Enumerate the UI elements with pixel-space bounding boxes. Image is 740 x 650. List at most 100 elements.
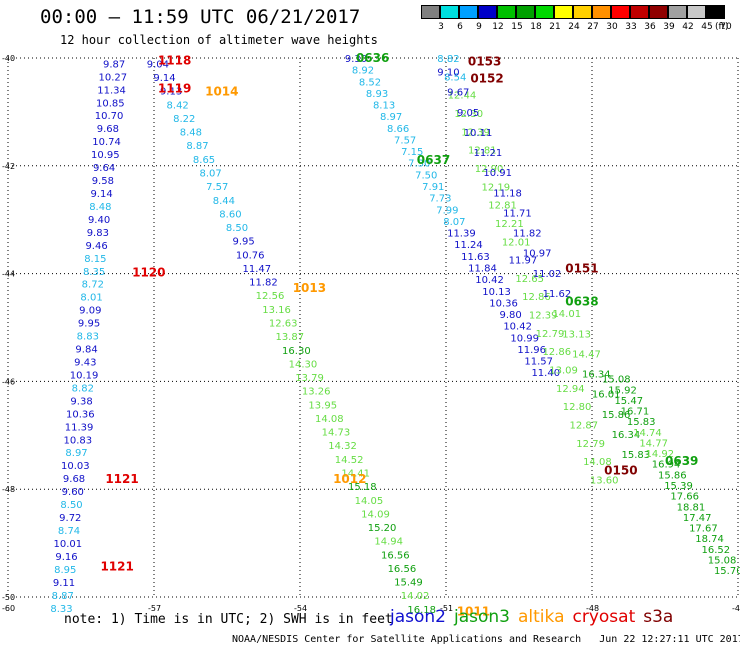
- data-label: 12.21: [495, 219, 524, 230]
- data-label: 11.97: [509, 256, 538, 267]
- data-label: 15.70: [714, 566, 740, 577]
- pass-label: 1121: [100, 560, 133, 574]
- pass-label: 1121: [105, 472, 138, 486]
- color-swatch: [611, 5, 630, 19]
- data-label: 15.18: [348, 482, 377, 493]
- data-label: 8.01: [80, 293, 102, 304]
- data-label: 9.43: [74, 358, 96, 369]
- data-label: 7.99: [436, 205, 458, 216]
- data-label: 13.87: [275, 332, 304, 343]
- data-label: 10.42: [475, 275, 504, 286]
- data-label: 9.64: [93, 163, 115, 174]
- data-label: 15.08: [602, 375, 631, 386]
- data-label: 8.74: [58, 526, 80, 537]
- data-label: 10.70: [95, 111, 124, 122]
- color-scale-label: 33: [625, 22, 637, 32]
- data-label: 9.05: [457, 108, 479, 119]
- color-scale-label: 36: [644, 22, 656, 32]
- data-label: 9.68: [63, 474, 85, 485]
- data-label: 14.32: [328, 441, 357, 452]
- data-label: 8.52: [359, 77, 381, 88]
- data-label: 10.01: [53, 539, 82, 550]
- color-scale-label: 30: [606, 22, 618, 32]
- data-label: 18.81: [677, 502, 706, 513]
- data-label: 8.48: [180, 128, 202, 139]
- color-scale-label: 42: [682, 22, 694, 32]
- data-label: 12.44: [448, 91, 477, 102]
- x-tick-label: -48: [586, 604, 599, 613]
- data-label: 16.18: [407, 605, 436, 616]
- data-label: 7.30: [408, 159, 430, 170]
- data-label: 15.20: [368, 523, 397, 534]
- color-swatch: [687, 5, 706, 19]
- data-label: 15.49: [394, 578, 423, 589]
- data-label: 8.07: [200, 168, 222, 179]
- data-label: 15.08: [708, 555, 737, 566]
- color-swatch: [630, 5, 649, 19]
- data-label: 9.30: [345, 54, 367, 65]
- data-label: 10.99: [510, 333, 539, 344]
- data-label: 16.52: [702, 545, 731, 556]
- data-label: 13.13: [562, 329, 591, 340]
- data-label: 12.90: [475, 164, 504, 175]
- data-label: 13.16: [262, 305, 291, 316]
- x-tick-label: -60: [2, 604, 15, 613]
- data-label: 12.56: [256, 291, 285, 302]
- data-label: 10.19: [70, 370, 99, 381]
- data-label: 9.10: [437, 67, 459, 78]
- pass-label: 0637: [417, 153, 450, 167]
- data-label: 7.15: [401, 147, 423, 158]
- pass-label: 1120: [132, 265, 165, 279]
- data-label: 10.95: [91, 150, 120, 161]
- x-tick-label: -51: [440, 604, 453, 613]
- y-tick-label: -44: [2, 270, 15, 279]
- data-label: 8.72: [82, 280, 104, 291]
- data-label: 8.83: [77, 332, 99, 343]
- data-label: 15.86: [658, 470, 687, 481]
- data-label: 7.50: [415, 170, 437, 181]
- color-scale-label: 12: [492, 22, 504, 32]
- color-scale-label: 15: [511, 22, 523, 32]
- data-label: 14.41: [341, 468, 370, 479]
- data-label: 9.83: [87, 228, 109, 239]
- data-label: 10.13: [482, 287, 511, 298]
- color-scale-label: 39: [663, 22, 675, 32]
- data-label: 9.60: [62, 487, 84, 498]
- data-label: 11.21: [474, 148, 503, 159]
- data-label: 9.11: [53, 578, 75, 589]
- y-tick-label: -50: [2, 593, 15, 602]
- legend-s3a: s3a: [643, 607, 674, 627]
- data-label: 8.50: [226, 223, 248, 234]
- data-label: 11.62: [543, 289, 572, 300]
- data-label: 10.42: [503, 322, 532, 333]
- data-label: 11.63: [461, 252, 490, 263]
- data-label: 14.73: [322, 428, 351, 439]
- data-label: 16.56: [388, 564, 417, 575]
- pass-label: 0151: [565, 262, 598, 276]
- data-label: 12.63: [269, 318, 298, 329]
- color-scale-label: 3: [438, 22, 444, 32]
- data-label: 9.84: [75, 345, 97, 356]
- color-scale-label: 18: [530, 22, 542, 32]
- x-tick-label: -54: [294, 604, 307, 613]
- satellite-legend: jason2 jason3 altika cryosat s3a: [390, 607, 681, 627]
- color-swatch: [535, 5, 554, 19]
- data-label: 11.34: [97, 85, 126, 96]
- color-swatch: [421, 5, 440, 19]
- data-label: 8.87: [52, 591, 74, 602]
- data-label: 11.39: [447, 229, 476, 240]
- y-tick-label: -42: [2, 162, 15, 171]
- data-label: 14.52: [335, 455, 364, 466]
- data-label: 10.36: [489, 298, 518, 309]
- data-label: 9.87: [103, 59, 125, 70]
- data-label: 11.96: [517, 345, 546, 356]
- data-label: 12.94: [556, 384, 585, 395]
- y-tick-label: -40: [2, 54, 15, 63]
- data-label: 17.67: [689, 524, 718, 535]
- data-label: 16.56: [381, 550, 410, 561]
- data-label: 9.40: [88, 215, 110, 226]
- data-label: 10.27: [99, 72, 128, 83]
- data-label: 12.30: [454, 109, 483, 120]
- data-label: 9.46: [85, 241, 107, 252]
- data-label: 12.65: [515, 274, 544, 285]
